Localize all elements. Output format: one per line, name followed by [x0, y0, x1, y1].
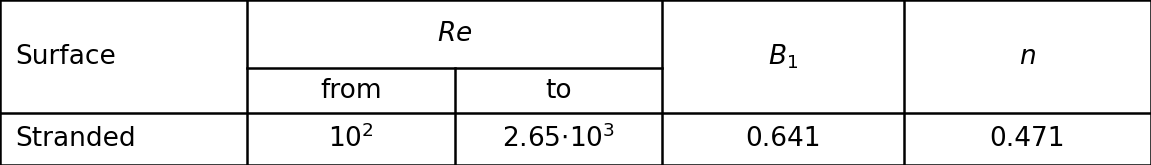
Text: $\mathit{Re}$: $\mathit{Re}$: [437, 21, 472, 47]
Text: Surface: Surface: [15, 44, 116, 69]
Text: Stranded: Stranded: [15, 126, 136, 152]
Text: 0.471: 0.471: [990, 126, 1065, 152]
Text: to: to: [544, 78, 572, 104]
Text: $\mathit{B}_1$: $\mathit{B}_1$: [768, 42, 798, 71]
Text: $2.65{\cdot}10^3$: $2.65{\cdot}10^3$: [502, 125, 615, 153]
Text: from: from: [320, 78, 382, 104]
Text: $10^2$: $10^2$: [328, 125, 374, 153]
Text: 0.641: 0.641: [745, 126, 821, 152]
Text: $\mathit{n}$: $\mathit{n}$: [1019, 44, 1036, 69]
